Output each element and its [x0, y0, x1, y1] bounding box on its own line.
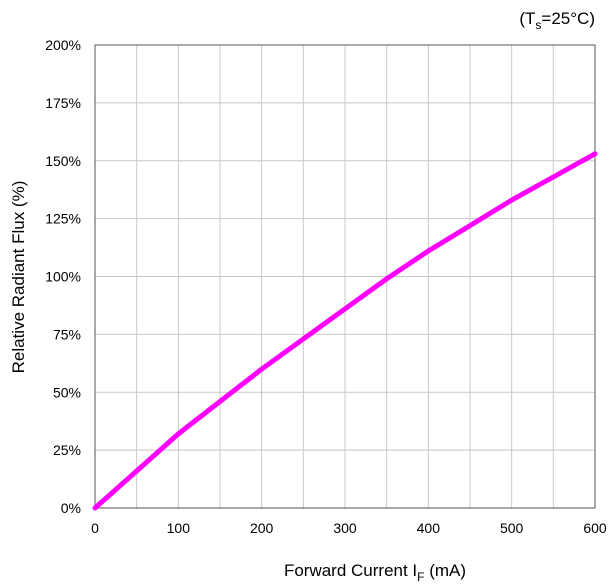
x-tick-labels: 0 100 200 300 400 500 600 [91, 520, 607, 536]
y-tick-label: 200% [45, 37, 81, 53]
series-group [92, 151, 598, 511]
x-tick-label: 300 [333, 520, 357, 536]
y-tick-label: 125% [45, 211, 81, 227]
y-tick-label: 100% [45, 269, 81, 285]
y-tick-label: 75% [53, 326, 81, 342]
y-tick-label: 25% [53, 442, 81, 458]
y-tick-label: 150% [45, 153, 81, 169]
series-line [92, 151, 598, 511]
x-axis-label: Forward Current IF (mA) [284, 561, 466, 584]
y-tick-labels: 0% 25% 50% 75% 100% 125% 150% 175% 200% [45, 37, 81, 516]
plot-frame [94, 44, 596, 509]
x-tick-label: 100 [167, 520, 191, 536]
x-tick-label: 600 [583, 520, 607, 536]
condition-label: (Ts=25°C) [519, 9, 595, 32]
y-tick-label: 0% [61, 500, 81, 516]
x-tick-label: 400 [417, 520, 441, 536]
x-tick-label: 200 [250, 520, 274, 536]
y-tick-label: 50% [53, 384, 81, 400]
grid [95, 45, 595, 508]
y-axis-label: Relative Radiant Flux (%) [9, 181, 28, 374]
x-tick-label: 500 [500, 520, 524, 536]
y-tick-label: 175% [45, 95, 81, 111]
x-tick-label: 0 [91, 520, 99, 536]
